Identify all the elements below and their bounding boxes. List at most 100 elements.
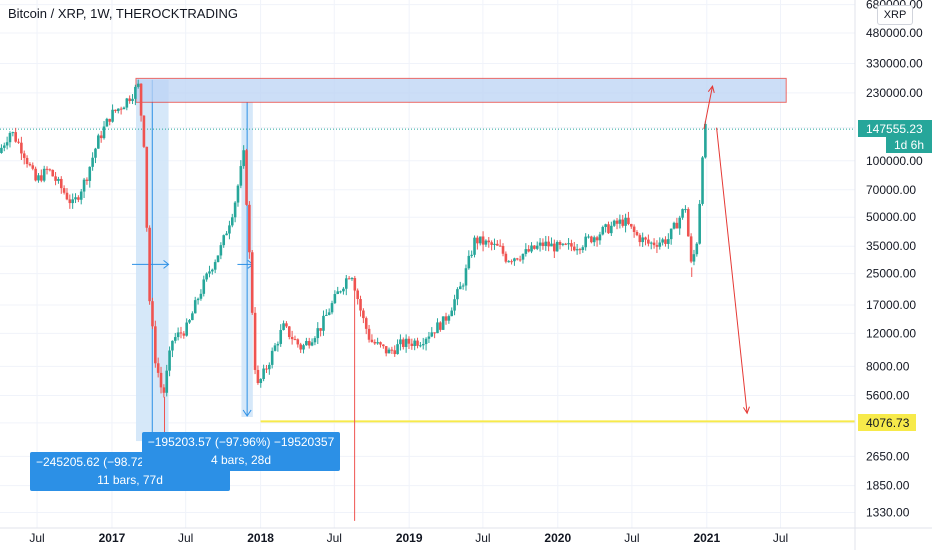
- candle-body: [108, 118, 112, 122]
- candle-body: [77, 197, 80, 200]
- candle-body: [119, 108, 123, 110]
- candle-body: [228, 225, 231, 234]
- time-tick-label: Jul: [29, 531, 44, 545]
- candle-body: [233, 202, 237, 218]
- price-tick-label: 8000.00: [866, 359, 910, 373]
- candle-body: [510, 261, 513, 263]
- candle-body: [250, 252, 254, 313]
- candle-body: [239, 166, 243, 186]
- countdown-label: 1d 6h: [894, 138, 924, 152]
- candle-body: [182, 333, 186, 336]
- candle-body: [356, 290, 359, 300]
- measure-arrowhead-2: [242, 409, 252, 417]
- candle-body: [54, 176, 57, 181]
- candle-body: [632, 226, 636, 232]
- candle-body: [336, 291, 340, 295]
- candle-body: [401, 339, 405, 347]
- candle-body: [416, 340, 419, 346]
- candle-body: [607, 224, 610, 234]
- candle-body: [8, 133, 12, 143]
- candle-body: [413, 340, 416, 347]
- candle-body: [649, 242, 653, 244]
- measurement-1-duration: 11 bars, 77d: [97, 473, 163, 487]
- currency-badge[interactable]: XRP: [877, 5, 913, 25]
- last-price-label-bg: [858, 120, 932, 137]
- candle-body: [202, 279, 206, 294]
- candle-body: [276, 343, 280, 346]
- candle-body: [273, 345, 277, 351]
- candle-body: [635, 231, 639, 236]
- candle-body: [424, 338, 428, 345]
- candle-body: [71, 199, 74, 204]
- candle-body: [176, 332, 180, 338]
- candle-body: [199, 293, 203, 299]
- candle-body: [661, 239, 664, 243]
- candle-body: [131, 98, 134, 102]
- projection-down-arrowhead: [742, 406, 750, 415]
- candle-body: [410, 343, 414, 347]
- candle-body: [82, 179, 86, 192]
- candle-body: [333, 294, 337, 304]
- candle-body: [561, 243, 565, 245]
- candle-body: [544, 241, 548, 247]
- measurement-zones: [131, 79, 254, 442]
- candle-body: [456, 289, 459, 300]
- candle-body: [327, 312, 331, 315]
- candle-body: [48, 169, 52, 171]
- candle-body: [259, 378, 263, 384]
- price-axis[interactable]: 680000.00480000.00330000.00230000.001500…: [854, 0, 923, 550]
- candle-body: [173, 337, 177, 341]
- candle-body: [191, 313, 194, 321]
- candle-body: [439, 322, 442, 330]
- candle-body: [310, 342, 314, 346]
- candle-body: [222, 235, 226, 246]
- candle-body: [612, 220, 616, 226]
- candle-body: [379, 342, 382, 345]
- candle-body: [91, 157, 94, 167]
- candle-body: [330, 303, 334, 313]
- time-tick-label: Jul: [624, 531, 639, 545]
- candle-body: [521, 253, 525, 260]
- candle-body: [518, 259, 522, 261]
- time-axis[interactable]: Jul 2017 Jul 2018 Jul 2019 Jul 2020 Jul 2021 Jul: [0, 527, 932, 545]
- candle-body: [473, 237, 476, 255]
- time-tick-label: 2017: [99, 531, 126, 545]
- time-tick-label: 2020: [544, 531, 571, 545]
- candle-body: [527, 249, 530, 252]
- candle-body: [122, 107, 126, 110]
- candle-body: [647, 239, 650, 244]
- candle-body: [165, 370, 169, 393]
- candle-body: [45, 168, 49, 170]
- candle-body: [116, 108, 120, 112]
- candle-body: [216, 255, 220, 263]
- support-price-label: 4076.73: [866, 416, 910, 430]
- countdown-label-bg: [886, 137, 932, 153]
- candle-body: [188, 320, 191, 323]
- candle-body: [196, 298, 200, 301]
- candle-body: [51, 169, 55, 177]
- price-tick-label: 17000.00: [866, 298, 916, 312]
- price-tick-label: 1330.00: [866, 506, 910, 520]
- candle-body: [59, 178, 63, 189]
- candle-body: [253, 312, 257, 370]
- candle-body: [17, 141, 20, 143]
- candle-body: [11, 132, 15, 134]
- candle-body: [675, 222, 679, 229]
- candle-body: [339, 291, 342, 293]
- price-tick-label: 2650.00: [866, 449, 910, 463]
- candle-body: [230, 217, 234, 226]
- candle-body: [236, 185, 240, 203]
- candle-body: [302, 345, 305, 350]
- candle-body: [242, 150, 245, 167]
- candle-body: [524, 249, 528, 254]
- candle-body: [487, 240, 491, 243]
- candle-body: [185, 322, 188, 336]
- candle-body: [584, 236, 587, 248]
- candle-body: [396, 344, 399, 355]
- candle-body: [496, 243, 499, 246]
- candle-body: [225, 233, 228, 236]
- price-labels: 147555.23 1d 6h 4076.73: [858, 120, 932, 431]
- time-tick-label: 2018: [247, 531, 274, 545]
- price-tick-label: 50000.00: [866, 210, 916, 224]
